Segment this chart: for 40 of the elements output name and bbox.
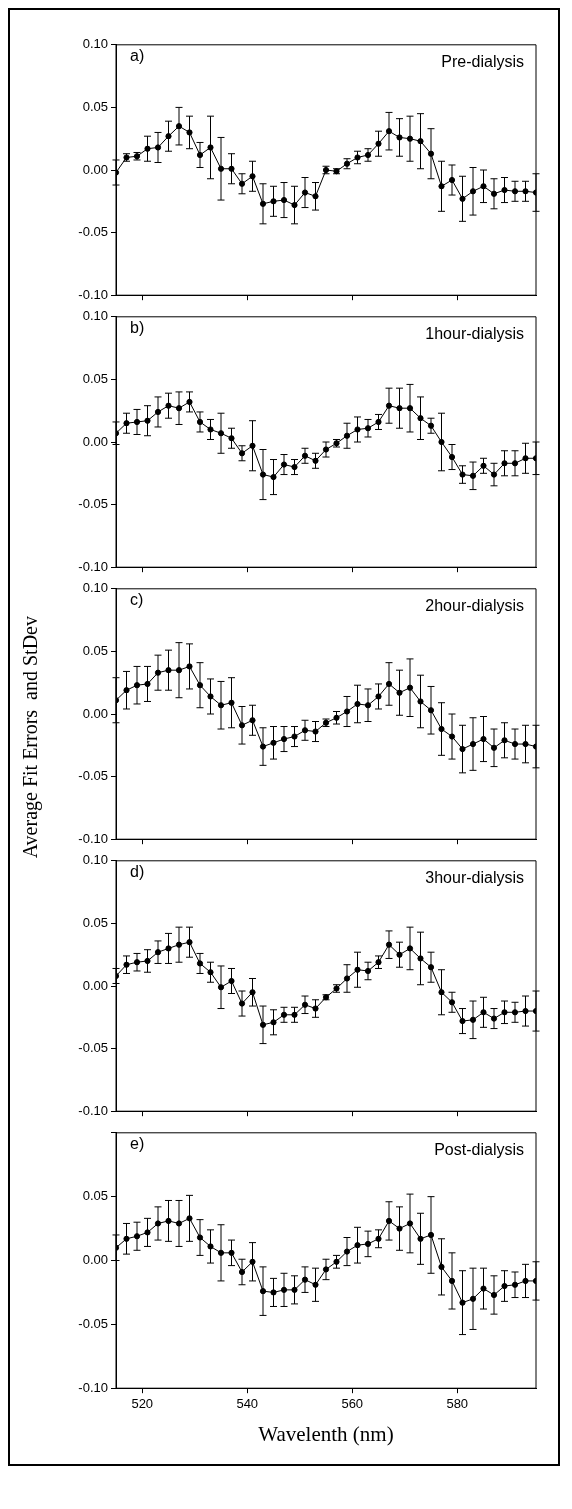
x-axis-title: Wavelenth (nm)	[258, 1421, 394, 1446]
y-tick-label: 0.05	[82, 642, 108, 658]
y-tick-label: 0.05	[82, 1188, 108, 1204]
y-tick-label: 0.00	[82, 433, 108, 449]
y-tick-label: 0.10	[82, 580, 108, 596]
y-tick-label: 0.00	[82, 161, 108, 177]
y-tick-label: 0.10	[82, 308, 108, 324]
annotation: a)	[130, 47, 145, 65]
x-tick-label: 520	[131, 1395, 154, 1411]
y-tick-label: 0.05	[82, 914, 108, 930]
text: 3hour-dialysis	[425, 869, 524, 887]
y-tick-label: 0.00	[82, 977, 108, 993]
y-tick-label: -0.10	[78, 830, 108, 846]
y-tick-label: 0.10	[82, 852, 108, 868]
annotation: c)	[130, 591, 144, 609]
annotation: b)	[130, 319, 145, 337]
annotation: e)	[130, 1135, 145, 1153]
annotation: d)	[130, 863, 145, 881]
y-tick-label: 0.00	[82, 705, 108, 721]
text: 1hour-dialysis	[425, 325, 524, 343]
y-axis-title: Average Fit Errors and StDev	[18, 615, 42, 859]
y-tick-label: 0.00	[82, 1252, 108, 1268]
y-tick-label: -0.05	[78, 496, 108, 512]
y-tick-label: -0.10	[78, 1102, 108, 1118]
text: Pre-dialysis	[441, 53, 524, 71]
x-tick-label: 580	[446, 1395, 469, 1411]
y-tick-label: 0.05	[82, 98, 108, 114]
y-tick-label: 0.10	[82, 36, 108, 52]
y-tick-label: -0.10	[78, 558, 108, 574]
y-tick-label: -0.10	[78, 286, 108, 302]
y-tick-label: -0.10	[78, 1379, 108, 1395]
text: 2hour-dialysis	[425, 597, 524, 615]
y-tick-label: 0.05	[82, 370, 108, 386]
y-tick-label: -0.05	[78, 768, 108, 784]
y-tick-label: -0.05	[78, 1040, 108, 1056]
y-tick-label: -0.05	[78, 224, 108, 240]
x-tick-label: 560	[341, 1395, 364, 1411]
x-tick-label: 540	[236, 1395, 259, 1411]
y-tick-label: -0.05	[78, 1315, 108, 1331]
text: Post-dialysis	[434, 1141, 524, 1159]
